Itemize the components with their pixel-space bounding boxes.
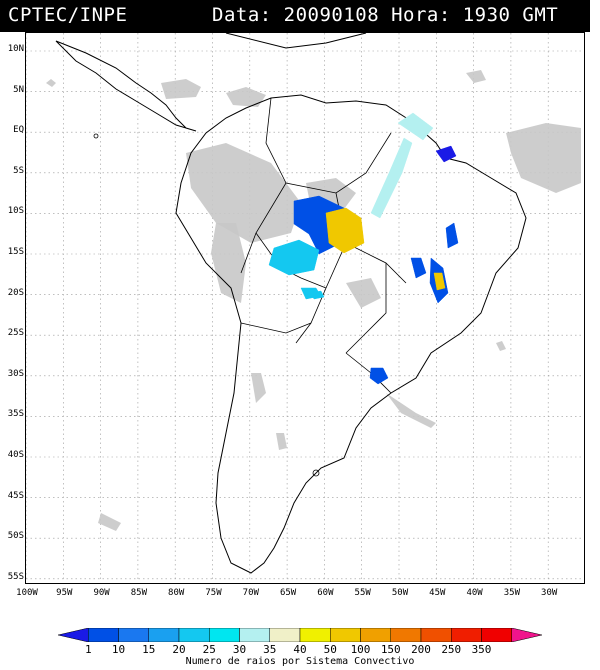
colorbar-tick-label: 100 [350, 643, 371, 656]
lon-label: 40W [466, 588, 483, 598]
lon-label: 75W [205, 588, 222, 598]
colorbar-tick-label: 200 [411, 643, 431, 656]
colorbar-tick-label: 15 [142, 643, 156, 656]
lat-label: 10N [7, 44, 24, 54]
coastline [55, 33, 527, 574]
lat-label: 35S [7, 409, 24, 420]
colorbar-tick-label: 40 [293, 643, 307, 656]
map-canvas [26, 33, 583, 582]
colorbar-tick-label: 150 [380, 643, 401, 656]
lat-label: 30S [7, 368, 24, 379]
lat-label: 20S [7, 287, 24, 298]
convective-systems [268, 112, 459, 385]
lat-label: 10S [7, 206, 24, 217]
colorbar-tick-label: 350 [471, 643, 492, 656]
lon-label: 65W [279, 588, 297, 598]
lon-label: 100W [16, 588, 38, 598]
header-bar: CPTEC/INPE Data: 20090108 Hora: 1930 GMT [0, 0, 590, 32]
lon-label: 85W [130, 588, 148, 598]
lat-label: 5S [13, 165, 24, 176]
lon-label: 45W [429, 588, 446, 598]
lon-label: 55W [354, 588, 371, 598]
colorbar-tick-label: 20 [172, 643, 186, 656]
lat-label: 50S [7, 531, 24, 542]
lon-label: 70W [242, 588, 259, 598]
lat-label: 15S [7, 247, 24, 257]
lat-label: 25S [7, 328, 24, 339]
graticule [26, 33, 583, 582]
colorbar [58, 628, 542, 642]
lat-label: 45S [7, 490, 24, 501]
lon-label: 50W [391, 588, 409, 598]
lon-label: 35W [503, 588, 521, 598]
colorbar-tick-label: 35 [263, 643, 277, 656]
lat-label: 55S [7, 571, 24, 582]
source-label: CPTEC/INPE [8, 4, 128, 26]
colorbar-tick-label: 25 [202, 643, 216, 656]
lat-label: EQ [13, 125, 24, 136]
lat-label: 40S [7, 450, 24, 460]
lon-label: 95W [56, 588, 73, 598]
colorbar-title: Numero de raios por Sistema Convectivo [185, 656, 415, 667]
datetime-label: Data: 20090108 Hora: 1930 GMT [212, 4, 559, 26]
colorbar-tick-label: 250 [441, 643, 462, 656]
lon-label: 60W [317, 588, 334, 598]
colorbar-tick-label: 30 [232, 643, 247, 656]
lat-label: 5N [13, 84, 24, 95]
colorbar-tick-label: 50 [323, 643, 337, 656]
lon-label: 90W [93, 588, 110, 598]
lon-label: 80W [168, 588, 185, 598]
colorbar-tick-label: 10 [111, 643, 126, 656]
cloud-cover [46, 70, 581, 531]
map-frame [25, 32, 585, 584]
colorbar-tick-label: 1 [84, 643, 92, 656]
lon-label: 30W [541, 588, 558, 598]
